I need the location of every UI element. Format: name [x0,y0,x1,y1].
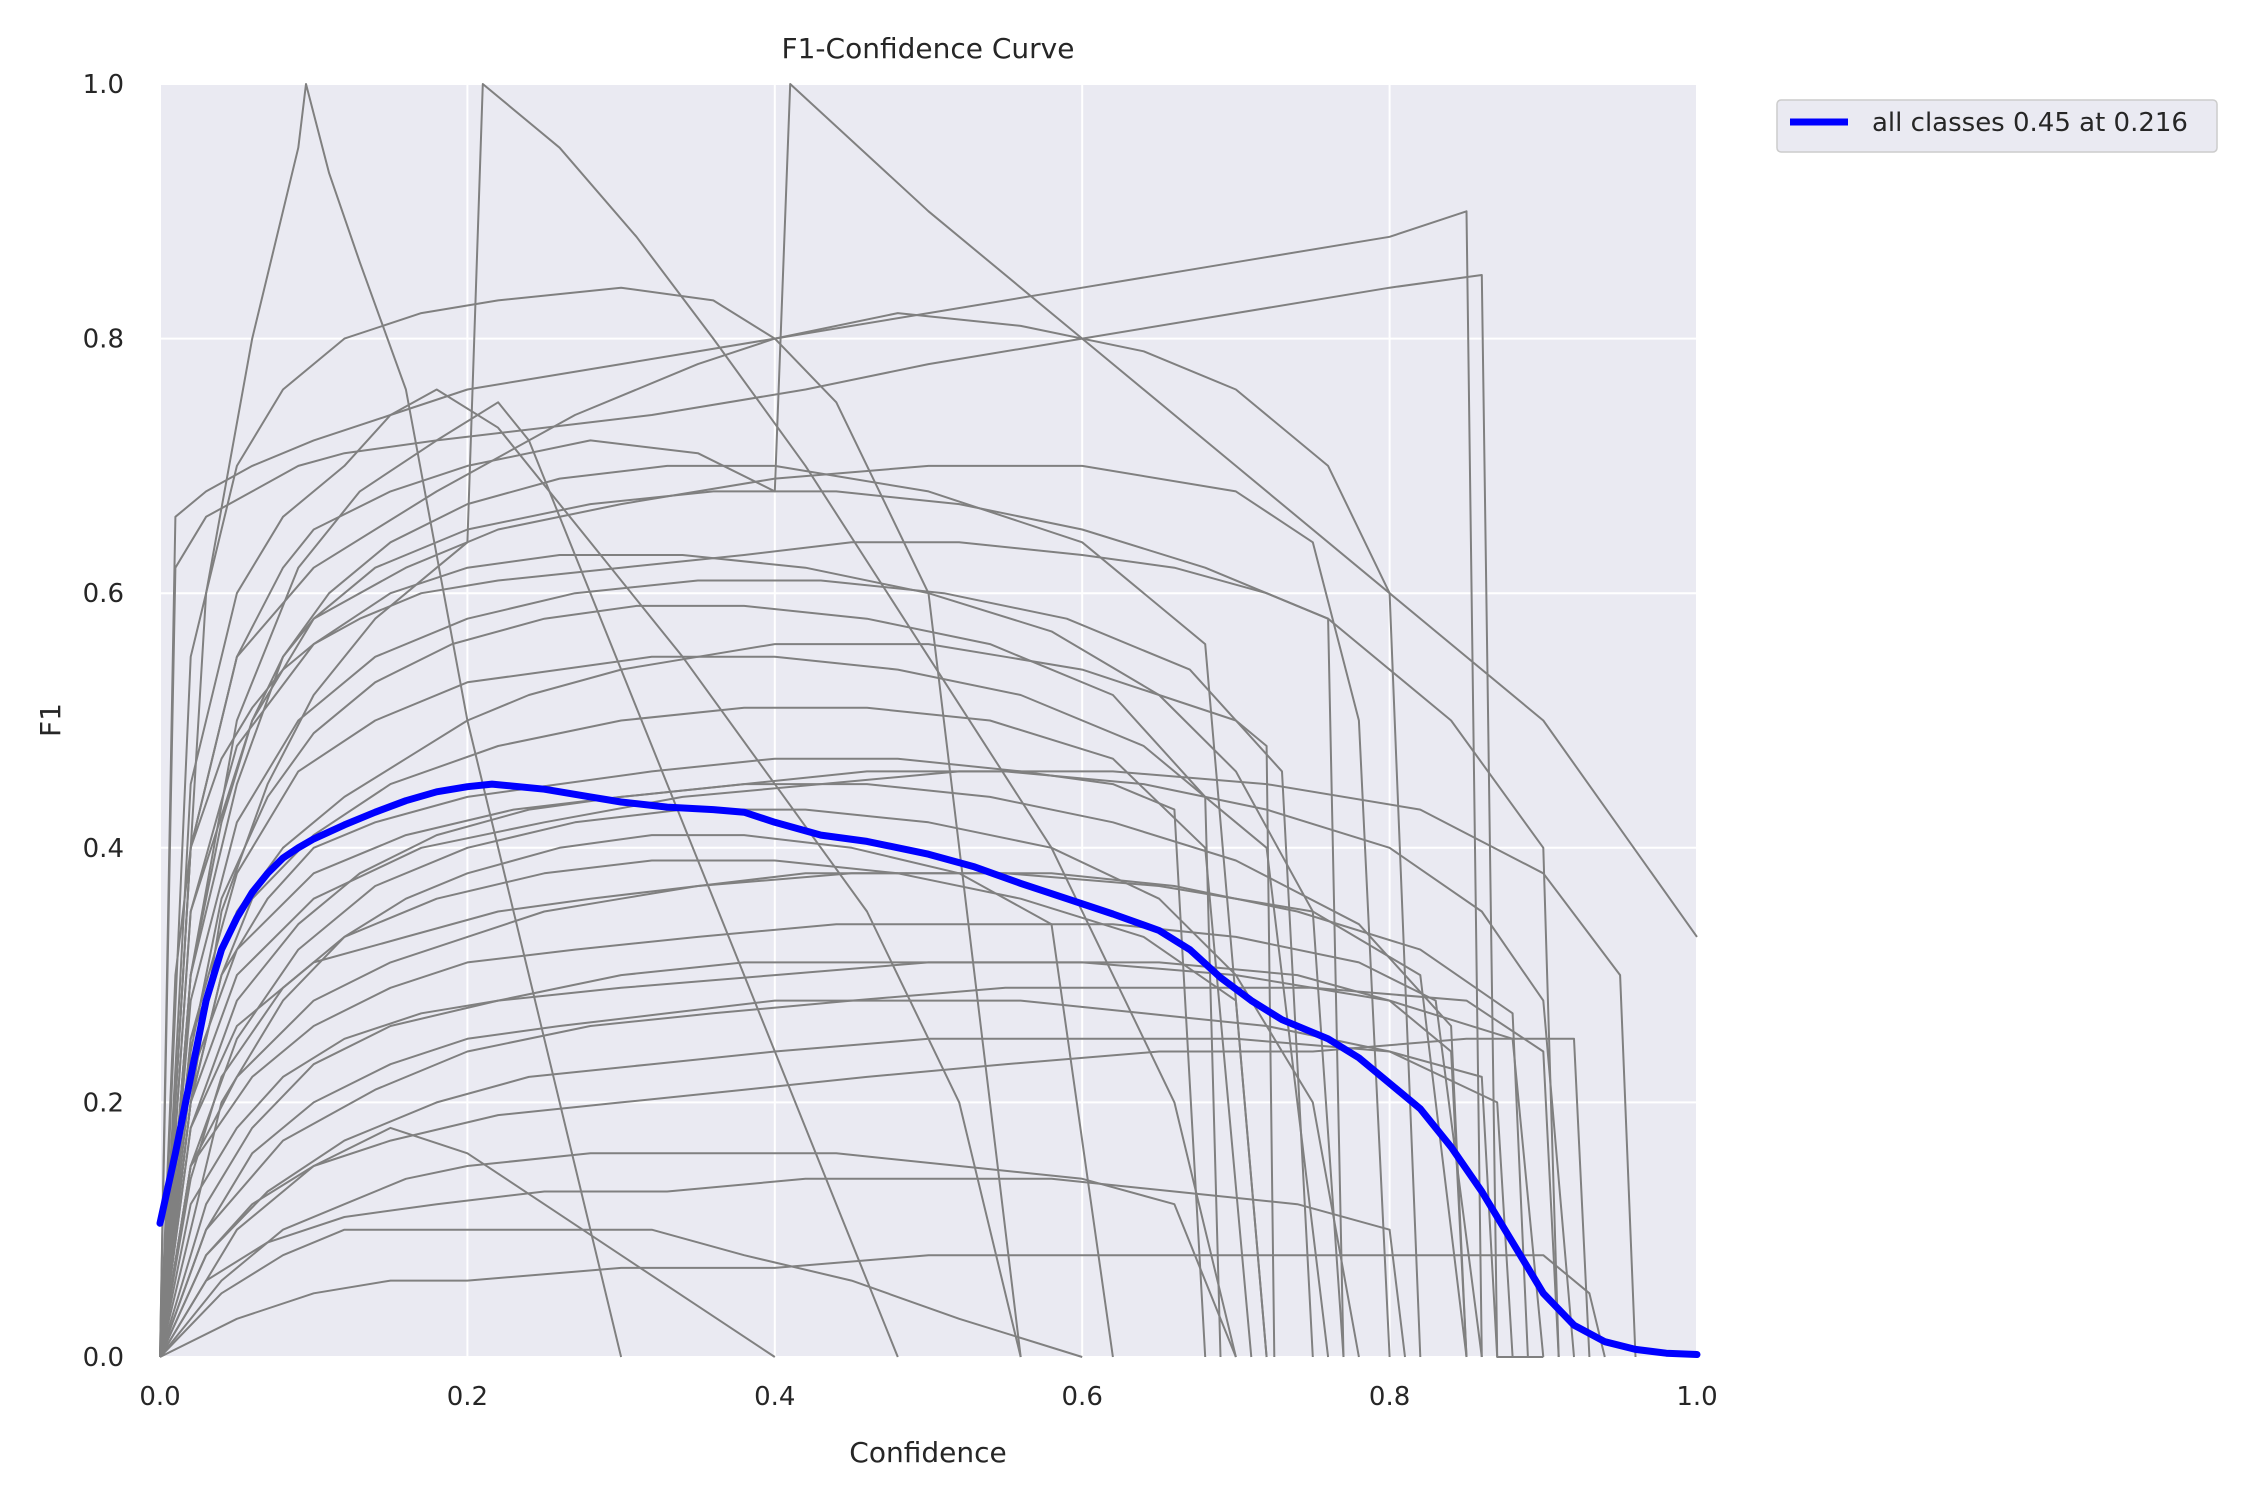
class-curve-21 [159,388,1022,1358]
class-curve-9 [159,1037,1591,1358]
x-tick-label-0: 0.0 [139,1382,180,1412]
class-curve-34 [159,1126,776,1358]
grid-lines [159,83,1698,1358]
legend-box [1776,99,2218,153]
class-curve-26 [159,706,1253,1358]
class-curve-31 [159,1152,1237,1358]
class-curve-19 [159,834,1114,1358]
y-axis-ticks: 0.0 0.2 0.4 0.6 0.8 1.0 [83,70,124,1373]
y-tick-label-5: 1.0 [83,70,124,100]
x-axis-label: Confidence [849,1436,1006,1469]
class-curve-28 [159,872,1529,1358]
class-curve-30 [159,923,1483,1358]
x-tick-label-4: 0.8 [1369,1382,1410,1412]
y-tick-label-2: 0.4 [83,834,124,864]
class-curve-39 [159,579,1314,1358]
class-curve-29 [159,464,1268,1358]
class-curve-10 [159,401,899,1358]
class-curve-4 [159,83,1698,1358]
class-curve-25 [159,655,1330,1358]
y-tick-label-4: 0.8 [83,325,124,355]
class-curve-35 [159,554,1345,1358]
y-tick-label-0: 0.0 [83,1343,124,1373]
class-curve-36 [159,1037,1499,1358]
class-curve-38 [159,770,1637,1358]
class-curve-11 [159,83,1237,1358]
class-curve-27 [159,986,1560,1358]
x-tick-label-1: 0.2 [447,1382,488,1412]
class-curve-16 [159,1177,1406,1358]
class-curve-8 [159,961,1545,1358]
class-curve-1 [159,541,1345,1358]
x-tick-label-2: 0.4 [754,1382,795,1412]
class-curve-22 [159,770,1575,1358]
class-curve-32 [159,210,1483,1358]
all-classes-layer [156,780,1701,1358]
class-curve-3 [159,83,623,1358]
y-axis-label: F1 [34,703,67,737]
class-curve-0 [159,274,1544,1358]
legend-all-classes-label: all classes 0.45 at 0.216 [1872,108,2188,138]
x-tick-label-5: 1.0 [1676,1382,1717,1412]
all-classes-curve [156,780,1701,1358]
y-tick-label-1: 0.2 [83,1088,124,1118]
chart-title: F1-Confidence Curve [782,32,1075,65]
class-curve-15 [159,1228,1083,1358]
x-tick-label-3: 0.6 [1062,1382,1103,1412]
y-tick-label-3: 0.6 [83,579,124,609]
class-curve-2 [159,286,1022,1358]
plot-area [156,83,1701,1358]
class-curve-33 [159,859,1268,1358]
class-curve-37 [159,604,1222,1358]
class-curve-7 [159,872,1468,1358]
legend: all classes 0.45 at 0.216 [1776,99,2218,153]
x-axis-ticks: 0.0 0.2 0.4 0.6 0.8 1.0 [139,1382,1717,1412]
class-curve-24 [159,464,1391,1358]
